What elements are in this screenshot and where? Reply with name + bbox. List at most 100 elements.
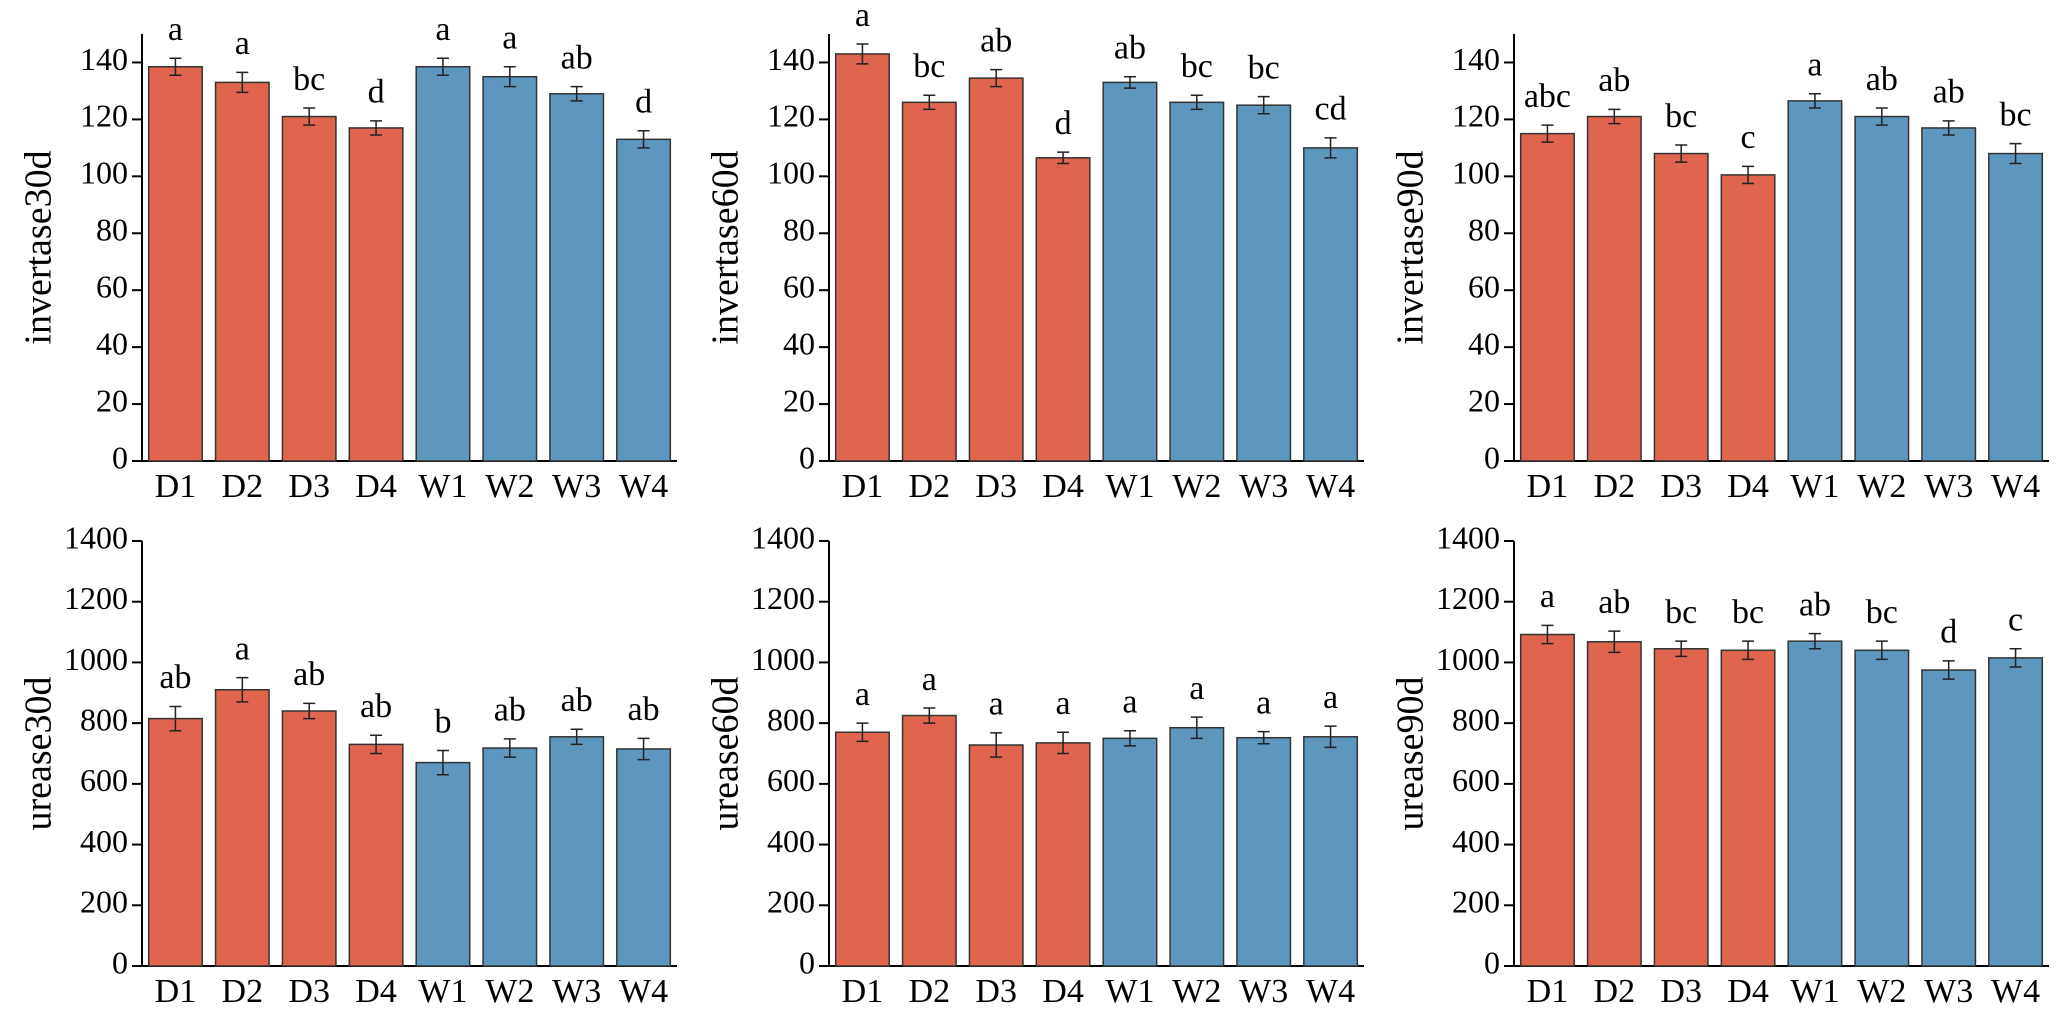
x-tick-label: W2: [485, 468, 534, 505]
significance-letter: a: [855, 676, 870, 713]
x-tick-label: W3: [1924, 468, 1973, 505]
bar: [1303, 736, 1359, 967]
y-axis-label: urease60d: [705, 676, 747, 830]
significance-letter: a: [435, 11, 450, 48]
panel: invertase30d 0 20 40 60 80 100 120 140 a D1 a D2 bc D3…: [18, 11, 677, 505]
significance-letter: ab: [360, 688, 392, 725]
y-tick-label: 60: [783, 269, 815, 305]
significance-letter: d: [1940, 614, 1957, 651]
bar: [214, 689, 270, 967]
bar: [1102, 737, 1158, 967]
y-tick-label: 120: [767, 98, 815, 134]
significance-letter: ab: [1598, 62, 1630, 99]
y-tick-label: 20: [1468, 382, 1500, 418]
error-bar: [637, 737, 650, 761]
significance-letter: a: [922, 661, 937, 698]
significance-letter: bc: [1248, 49, 1280, 86]
bar: [834, 53, 890, 462]
bar: [1169, 726, 1225, 967]
error-bar: [923, 94, 936, 111]
bar: [1854, 115, 1910, 462]
bar: [214, 81, 270, 462]
error-bar: [2009, 142, 2022, 165]
error-bar: [856, 722, 869, 743]
y-axis-label: invertase90d: [1390, 150, 1432, 344]
bar: [1236, 736, 1292, 967]
x-tick-label: W1: [1790, 973, 1839, 1010]
significance-letter: bc: [1866, 594, 1898, 631]
error-bar: [236, 676, 249, 703]
significance-letter: a: [1540, 578, 1555, 615]
bar: [348, 127, 404, 462]
significance-letter: ab: [1114, 29, 1146, 66]
error-bar: [1541, 124, 1554, 143]
error-bar: [1190, 94, 1203, 111]
x-tick-label: W2: [1857, 973, 1906, 1010]
bar: [616, 138, 672, 462]
y-tick-label: 0: [112, 439, 128, 475]
x-tick-label: W4: [1306, 468, 1355, 505]
significance-letter: a: [1256, 684, 1271, 721]
error-bar: [370, 120, 383, 136]
significance-letter: ab: [1799, 586, 1831, 623]
significance-letter: c: [2008, 602, 2023, 639]
significance-letter: a: [1807, 47, 1822, 84]
y-tick-label: 40: [1468, 325, 1500, 361]
y-tick-label: 140: [767, 41, 815, 77]
x-tick-label: D3: [975, 468, 1017, 505]
significance-letter: abc: [1524, 78, 1571, 115]
error-bar: [1875, 107, 1888, 126]
x-tick-label: D3: [288, 468, 330, 505]
y-tick-label: 100: [767, 155, 815, 191]
y-tick-label: 600: [1452, 762, 1500, 798]
error-bar: [436, 749, 449, 776]
bar: [281, 710, 337, 967]
y-tick-label: 1000: [64, 641, 128, 677]
error-bar: [503, 738, 516, 758]
y-tick-label: 800: [767, 701, 815, 737]
significance-letter: a: [1122, 684, 1137, 721]
x-tick-label: W2: [1172, 468, 1221, 505]
bar: [1519, 132, 1575, 462]
significance-letter: a: [168, 11, 183, 48]
bar: [901, 714, 957, 967]
y-tick-label: 600: [80, 762, 128, 798]
bar: [1586, 641, 1642, 967]
y-tick-label: 140: [80, 41, 128, 77]
bar: [616, 748, 672, 967]
x-tick-label: D2: [909, 973, 951, 1010]
bar: [901, 101, 957, 462]
error-bar: [1257, 730, 1270, 745]
y-tick-label: 20: [96, 382, 128, 418]
significance-letter: ab: [1866, 61, 1898, 98]
x-tick-label: W2: [1857, 468, 1906, 505]
significance-letter: d: [368, 74, 385, 111]
bar: [147, 65, 203, 462]
x-tick-label: W3: [1924, 973, 1973, 1010]
error-bar: [1675, 144, 1688, 163]
error-bar: [1541, 624, 1554, 645]
significance-letter: bc: [1665, 594, 1697, 631]
bar: [1988, 152, 2044, 462]
significance-letter: a: [1056, 685, 1071, 722]
error-bar: [1942, 120, 1955, 136]
significance-letter: a: [855, 0, 870, 34]
bar: [1653, 152, 1709, 462]
error-bar: [303, 107, 316, 126]
x-tick-label: D1: [1527, 468, 1569, 505]
x-tick-label: D2: [222, 468, 264, 505]
y-tick-label: 80: [1468, 212, 1500, 248]
x-tick-label: D2: [909, 468, 951, 505]
y-tick-label: 0: [1484, 439, 1500, 475]
y-tick-label: 1000: [751, 641, 815, 677]
x-tick-label: W2: [485, 973, 534, 1010]
error-bar: [236, 71, 249, 94]
x-tick-label: D2: [222, 973, 264, 1010]
significance-letter: a: [1189, 670, 1204, 707]
bar: [1035, 742, 1091, 967]
x-tick-label: W3: [1239, 973, 1288, 1010]
y-tick-label: 200: [1452, 884, 1500, 920]
bar: [415, 761, 471, 967]
error-bar: [303, 702, 316, 720]
